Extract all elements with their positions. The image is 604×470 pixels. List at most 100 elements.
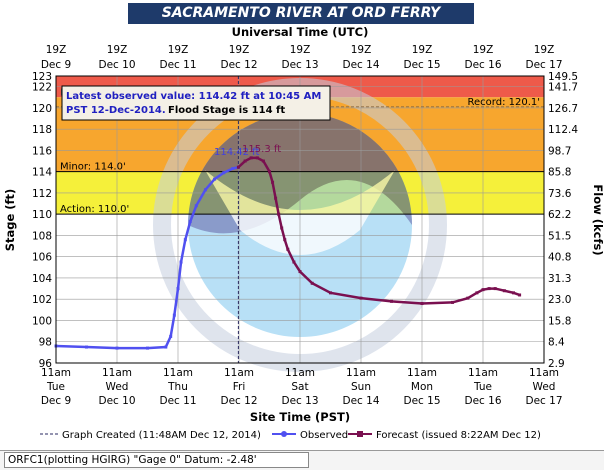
observed-point [203, 188, 207, 192]
bottom-tick-weekday: Mon [411, 381, 433, 393]
flow-tick-label: 15.8 [548, 315, 571, 327]
legend-forecast-label: Forecast (issued 8:22AM Dec 12) [376, 430, 541, 441]
legend-observed-label: Observed [300, 430, 348, 441]
bottom-tick-time: 11am [407, 367, 437, 379]
y-tick-label: 102 [32, 294, 52, 306]
y-tick-label: 116 [32, 145, 52, 157]
bottom-tick-time: 11am [468, 367, 498, 379]
flow-tick-label: 98.7 [548, 145, 571, 157]
bottom-tick-weekday: Tue [473, 381, 492, 393]
forecast-peak-label: 115.3 ft [242, 144, 281, 155]
bottom-tick-day: Dec 14 [342, 395, 379, 407]
top-tick-day: Dec 13 [281, 59, 318, 71]
observed-point [188, 220, 192, 224]
top-tick-hour: 19Z [46, 44, 67, 56]
top-tick-day: Dec 15 [403, 59, 440, 71]
flow-tick-label: 149.5 [548, 71, 578, 83]
y-tick-label: 123 [32, 71, 52, 83]
top-tick-hour: 19Z [290, 44, 311, 56]
annotation-line2: PST 12-Dec-2014. [66, 105, 166, 116]
top-tick-hour: 19Z [534, 44, 555, 56]
forecast-point [277, 212, 281, 216]
y-tick-label: 122 [32, 82, 52, 94]
bottom-tick-day: Dec 16 [464, 395, 501, 407]
observed-point [146, 346, 149, 350]
forecast-point [236, 165, 240, 169]
observed-point [169, 334, 173, 338]
forecast-point [390, 299, 393, 303]
forecast-point [271, 180, 275, 184]
bottom-tick-day: Dec 13 [281, 395, 318, 407]
bottom-tick-weekday: Thu [167, 381, 188, 393]
forecast-point [261, 159, 265, 163]
flow-tick-label: 112.4 [548, 124, 578, 136]
title-banner [128, 3, 474, 24]
flow-tick-label: 126.7 [548, 103, 578, 115]
top-tick-day: Dec 16 [464, 59, 501, 71]
bottom-tick-weekday: Sun [351, 381, 371, 393]
top-tick-day: Dec 10 [98, 59, 135, 71]
observed-point [231, 166, 235, 170]
top-axis-title: Universal Time (UTC) [232, 25, 369, 39]
flow-tick-label: 141.7 [548, 82, 578, 94]
flow-tick-label: 23.0 [548, 294, 571, 306]
forecast-point [268, 170, 271, 174]
flow-tick-label: 40.8 [548, 252, 571, 264]
forecast-point [466, 296, 470, 300]
y-tick-label: 108 [32, 230, 52, 242]
bottom-tick-time: 11am [163, 367, 193, 379]
datum-note: ORFC1(plotting HGIRG) "Gage 0" Datum: -2… [4, 452, 309, 468]
bottom-tick-day: Dec 9 [41, 395, 71, 407]
bottom-tick-weekday: Fri [233, 381, 246, 393]
y-tick-label: 110 [32, 209, 52, 221]
forecast-point [475, 291, 479, 295]
top-tick-day: Dec 11 [159, 59, 196, 71]
bottom-tick-time: 11am [102, 367, 132, 379]
top-tick-hour: 19Z [473, 44, 494, 56]
bottom-tick-day: Dec 11 [159, 395, 196, 407]
chart-title: SACRAMENTO RIVER AT ORD FERRY [161, 5, 441, 21]
stage-label: Minor: 114.0' [60, 162, 126, 173]
forecast-point [493, 287, 497, 291]
flow-tick-label: 31.3 [548, 273, 571, 285]
top-tick-hour: 19Z [168, 44, 189, 56]
forecast-series [237, 156, 521, 305]
observed-point [213, 177, 217, 181]
observed-point [179, 260, 183, 264]
top-tick-hour: 19Z [229, 44, 250, 56]
top-tick-day: Dec 9 [41, 59, 71, 71]
observed-point [115, 346, 119, 350]
bottom-axis-title: Site Time (PST) [250, 410, 350, 424]
flow-tick-label: 8.4 [548, 337, 565, 349]
forecast-point [274, 196, 278, 200]
top-tick-day: Dec 12 [220, 59, 257, 71]
y-tick-label: 104 [32, 273, 52, 285]
flow-tick-label: 2.9 [548, 358, 565, 370]
legend-observed-marker [281, 431, 287, 437]
legend-created-label: Graph Created (11:48AM Dec 12, 2014) [62, 430, 261, 441]
observed-point [222, 171, 226, 175]
bottom-tick-weekday: Sat [291, 381, 308, 393]
flow-tick-label: 73.6 [548, 188, 572, 200]
forecast-point [249, 156, 253, 160]
forecast-point [502, 289, 506, 293]
forecast-point [518, 293, 522, 297]
y-tick-label: 98 [39, 337, 52, 349]
observed-point [194, 204, 198, 208]
forecast-point [298, 270, 302, 274]
record-label: Record: 120.1' [468, 97, 540, 108]
bottom-tick-time: 11am [529, 367, 559, 379]
y-tick-label: 118 [32, 124, 52, 136]
forecast-point [481, 288, 485, 292]
forecast-point [310, 281, 314, 285]
forecast-point [292, 260, 296, 264]
observed-point [164, 345, 168, 349]
observed-point [172, 313, 176, 317]
bottom-tick-time: 11am [285, 367, 315, 379]
forecast-point [420, 301, 424, 305]
bottom-tick-time: 11am [41, 367, 71, 379]
top-tick-day: Dec 17 [525, 59, 562, 71]
top-tick-hour: 19Z [351, 44, 372, 56]
flow-tick-label: 62.2 [548, 209, 571, 221]
